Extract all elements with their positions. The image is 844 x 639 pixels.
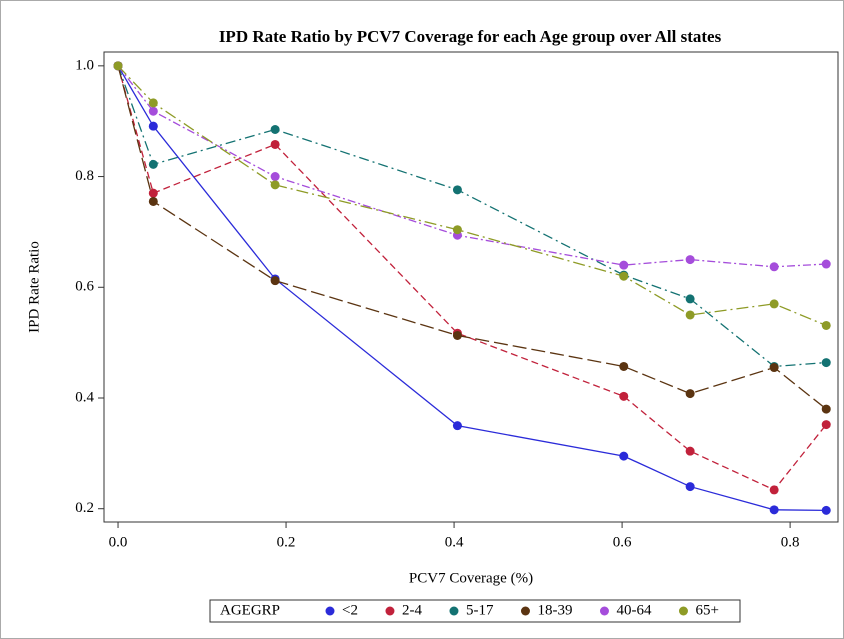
- series-line: [117, 65, 827, 268]
- marker: [685, 310, 695, 320]
- series-line: [117, 65, 827, 410]
- legend-title: AGEGRP: [220, 602, 280, 618]
- legend-label: 2-4: [402, 602, 422, 618]
- series-line: [117, 65, 827, 327]
- legend-marker: [325, 606, 335, 616]
- marker: [769, 485, 779, 495]
- x-axis-label: PCV7 Coverage (%): [409, 570, 533, 586]
- marker: [821, 259, 831, 269]
- series-line: [117, 65, 827, 368]
- chart-title: IPD Rate Ratio by PCV7 Coverage for each…: [219, 27, 722, 46]
- marker: [452, 185, 462, 195]
- marker: [270, 125, 280, 135]
- marker: [821, 358, 831, 368]
- legend-label: 40-64: [616, 602, 651, 618]
- marker: [769, 363, 779, 373]
- legend-marker: [599, 606, 609, 616]
- y-tick-label: 0.6: [75, 279, 94, 295]
- marker: [148, 196, 158, 206]
- marker: [619, 271, 629, 281]
- y-tick-label: 0.2: [75, 500, 94, 516]
- marker: [821, 320, 831, 330]
- legend-marker: [520, 606, 530, 616]
- marker: [148, 121, 158, 131]
- marker: [685, 294, 695, 304]
- series-line: [117, 65, 827, 512]
- x-tick-label: 0.6: [613, 534, 632, 550]
- legend-label: <2: [342, 602, 358, 618]
- legend-label: 18-39: [537, 602, 572, 618]
- legend-marker: [385, 606, 395, 616]
- legend-label: 5-17: [466, 602, 494, 618]
- legend-label: 65+: [695, 602, 718, 618]
- marker: [821, 420, 831, 430]
- marker: [452, 225, 462, 235]
- marker: [769, 299, 779, 309]
- marker: [685, 389, 695, 399]
- x-tick-label: 0.4: [445, 534, 464, 550]
- marker: [270, 139, 280, 149]
- marker: [769, 262, 779, 272]
- marker: [270, 172, 280, 182]
- marker: [148, 159, 158, 169]
- marker: [148, 98, 158, 108]
- marker: [619, 361, 629, 371]
- x-tick-label: 0.0: [109, 534, 128, 550]
- y-tick-label: 1.0: [75, 57, 94, 73]
- marker: [821, 505, 831, 515]
- marker: [270, 180, 280, 190]
- marker: [685, 255, 695, 265]
- legend-marker: [678, 606, 688, 616]
- x-tick-label: 0.2: [277, 534, 296, 550]
- marker: [685, 446, 695, 456]
- marker: [619, 451, 629, 461]
- y-tick-label: 0.8: [75, 168, 94, 184]
- legend-box: [209, 599, 741, 623]
- marker: [821, 404, 831, 414]
- marker: [452, 330, 462, 340]
- y-axis-label: IPD Rate Ratio: [26, 241, 42, 333]
- marker: [148, 106, 158, 116]
- marker: [685, 482, 695, 492]
- marker: [769, 505, 779, 515]
- marker: [619, 260, 629, 270]
- x-tick-label: 0.8: [781, 534, 800, 550]
- y-tick-label: 0.4: [75, 389, 94, 405]
- marker: [452, 421, 462, 431]
- marker: [148, 188, 158, 198]
- marker: [270, 276, 280, 286]
- marker: [619, 391, 629, 401]
- legend-marker: [449, 606, 459, 616]
- marker: [113, 61, 123, 71]
